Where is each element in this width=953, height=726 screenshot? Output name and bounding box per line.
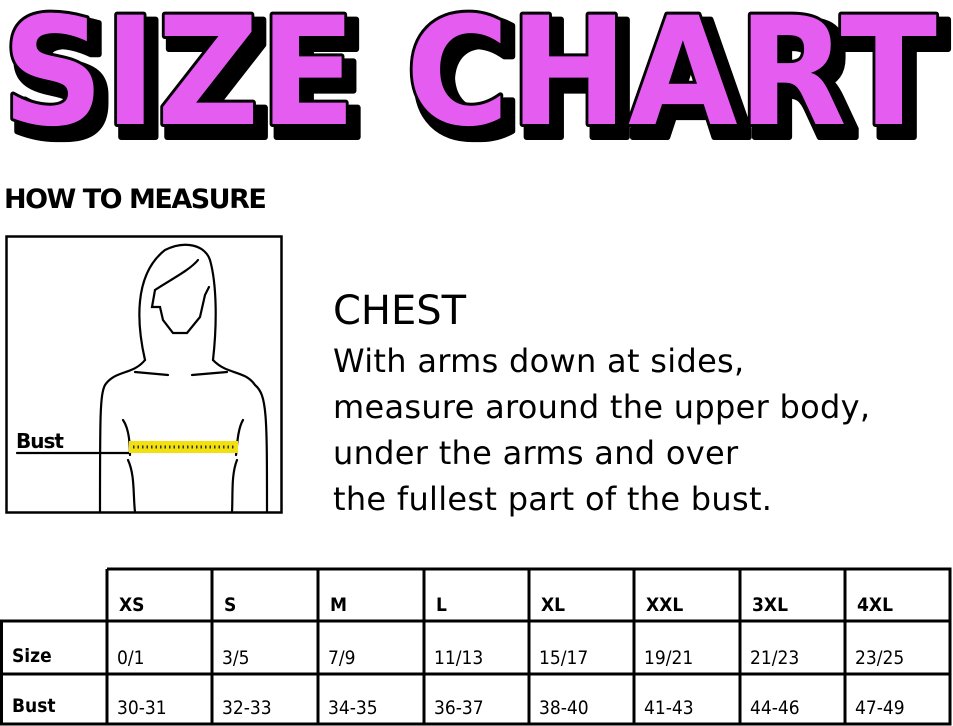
table-cell: 19/21: [644, 647, 694, 669]
row-label: Size: [12, 645, 52, 667]
table-cell: 44-46: [750, 697, 800, 719]
table-cell: 47-49: [855, 697, 905, 719]
column-header: XL: [541, 594, 566, 616]
chest-heading: CHEST: [333, 288, 467, 334]
table-cell: 38-40: [539, 697, 589, 719]
instruction-line: the fullest part of the bust.: [333, 480, 773, 518]
table-cell: 7/9: [328, 647, 356, 669]
table-cell: 34-35: [328, 697, 378, 719]
table-cell: 0/1: [117, 647, 145, 669]
table-cell: 36-37: [434, 697, 484, 719]
how-to-measure-heading: HOW TO MEASURE: [4, 184, 267, 215]
title-text: SIZE CHART: [2, 0, 937, 150]
column-header: 3XL: [752, 594, 788, 616]
table-cell: 3/5: [222, 647, 250, 669]
instruction-line: under the arms and over: [333, 434, 739, 472]
table-cell: 30-31: [117, 697, 167, 719]
column-header: XXL: [646, 594, 684, 616]
bust-label: Bust: [16, 429, 64, 453]
table-cell: 21/23: [750, 647, 800, 669]
column-header: L: [436, 594, 447, 616]
measure-illustration: Bust: [5, 235, 283, 514]
table-cell: 32-33: [222, 697, 272, 719]
table-cell: 23/25: [855, 647, 905, 669]
table-cell: 41-43: [644, 697, 694, 719]
column-header: S: [224, 594, 237, 616]
table-cell: 11/13: [434, 647, 484, 669]
column-header: 4XL: [857, 594, 893, 616]
column-header: XS: [119, 594, 145, 616]
table-cell: 15/17: [539, 647, 589, 669]
size-chart-title: SIZE CHART: [0, 0, 940, 150]
row-label: Bust: [12, 695, 56, 717]
instruction-line: With arms down at sides,: [333, 342, 745, 380]
instruction-line: measure around the upper body,: [333, 388, 871, 426]
column-header: M: [330, 594, 348, 616]
